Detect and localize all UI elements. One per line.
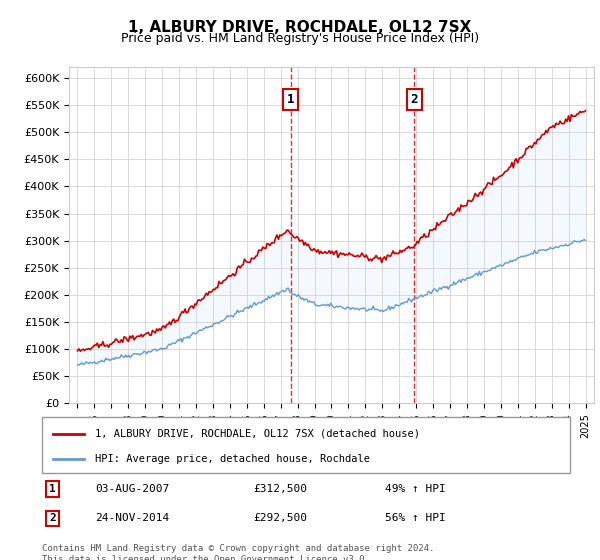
Text: Price paid vs. HM Land Registry's House Price Index (HPI): Price paid vs. HM Land Registry's House … [121, 32, 479, 45]
Text: 1, ALBURY DRIVE, ROCHDALE, OL12 7SX (detached house): 1, ALBURY DRIVE, ROCHDALE, OL12 7SX (det… [95, 429, 420, 439]
Text: 56% ↑ HPI: 56% ↑ HPI [385, 514, 446, 524]
Text: 1, ALBURY DRIVE, ROCHDALE, OL12 7SX: 1, ALBURY DRIVE, ROCHDALE, OL12 7SX [128, 20, 472, 35]
Text: £312,500: £312,500 [253, 484, 307, 494]
Text: 24-NOV-2014: 24-NOV-2014 [95, 514, 169, 524]
Text: £292,500: £292,500 [253, 514, 307, 524]
Text: 2: 2 [49, 514, 56, 524]
Text: 2: 2 [411, 93, 418, 106]
Text: 1: 1 [287, 93, 294, 106]
Text: 1: 1 [49, 484, 56, 494]
Text: HPI: Average price, detached house, Rochdale: HPI: Average price, detached house, Roch… [95, 454, 370, 464]
Text: Contains HM Land Registry data © Crown copyright and database right 2024.
This d: Contains HM Land Registry data © Crown c… [42, 544, 434, 560]
Text: 03-AUG-2007: 03-AUG-2007 [95, 484, 169, 494]
FancyBboxPatch shape [42, 417, 570, 473]
Text: 49% ↑ HPI: 49% ↑ HPI [385, 484, 446, 494]
